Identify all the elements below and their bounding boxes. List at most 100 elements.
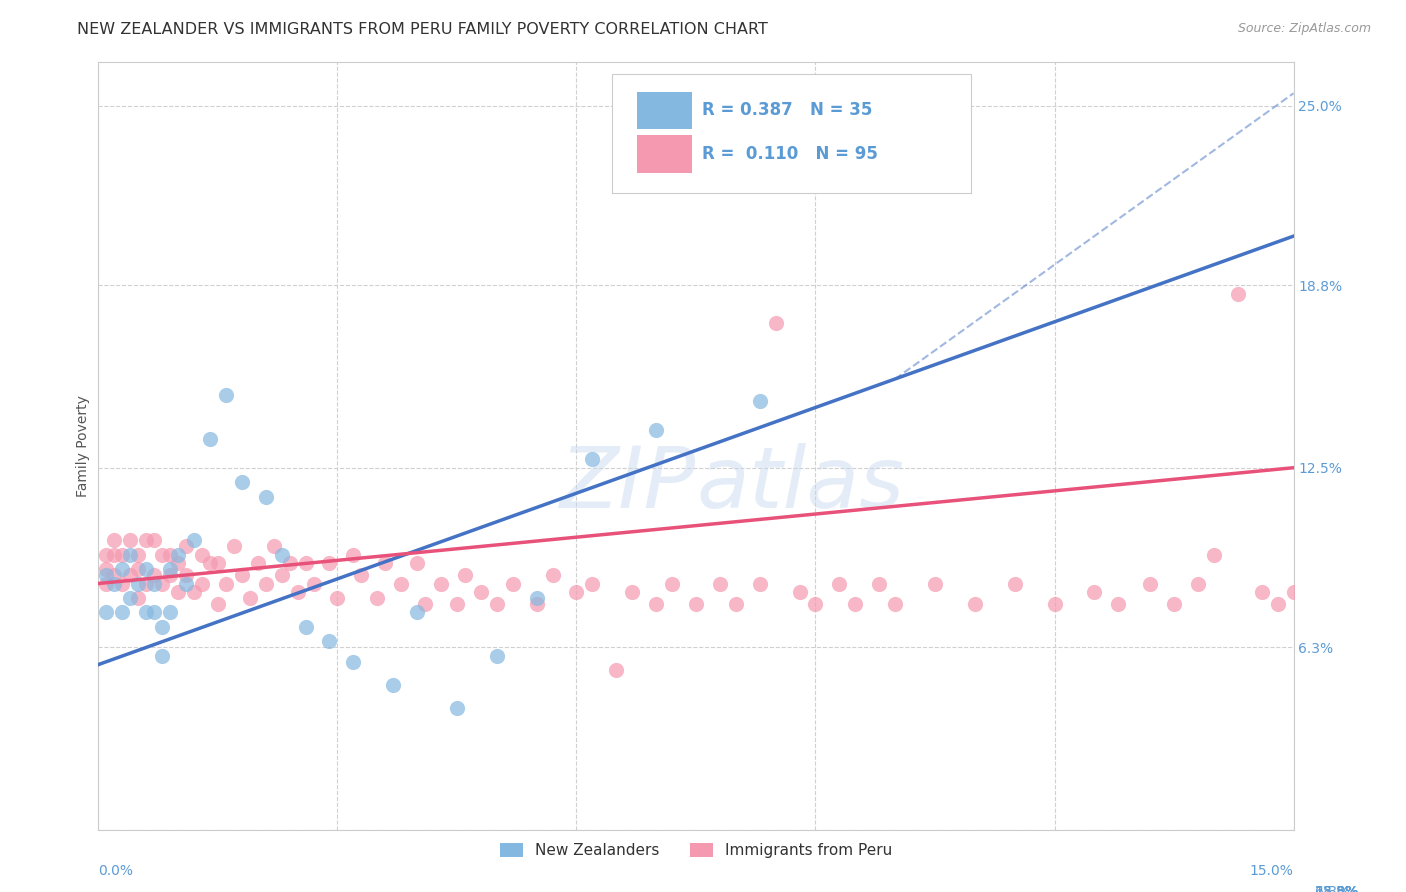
Point <box>96 576 118 591</box>
Point <box>135 576 157 591</box>
Point <box>96 567 118 582</box>
Point <box>342 548 364 562</box>
Point <box>239 591 262 605</box>
Point <box>127 576 149 591</box>
Point <box>215 576 238 591</box>
Point <box>605 664 627 678</box>
Point <box>103 533 125 547</box>
Point <box>270 567 292 582</box>
Text: atlas: atlas <box>696 442 904 526</box>
Point <box>174 567 197 582</box>
Point <box>1107 597 1129 611</box>
Point <box>541 567 564 582</box>
Point <box>621 585 644 599</box>
FancyBboxPatch shape <box>637 92 692 129</box>
Point <box>127 562 149 576</box>
Point <box>302 576 325 591</box>
Point <box>565 585 588 599</box>
Text: 15.0%: 15.0% <box>1250 864 1294 879</box>
Point <box>645 597 668 611</box>
Point <box>1250 585 1272 599</box>
Point <box>96 562 118 576</box>
Point <box>270 548 292 562</box>
Point <box>174 576 197 591</box>
Point <box>167 548 190 562</box>
Point <box>389 576 412 591</box>
Point <box>174 539 197 553</box>
Point <box>828 576 851 591</box>
Point <box>207 597 229 611</box>
Point <box>135 606 157 620</box>
Point <box>143 567 166 582</box>
Point <box>413 597 436 611</box>
Point <box>454 567 477 582</box>
Point <box>198 432 221 446</box>
Point <box>485 597 508 611</box>
Point <box>150 548 173 562</box>
Point <box>111 576 134 591</box>
Point <box>342 655 364 669</box>
Point <box>581 576 603 591</box>
Point <box>127 548 149 562</box>
Point <box>1043 597 1066 611</box>
Point <box>294 556 316 570</box>
Point <box>1187 576 1209 591</box>
Point <box>526 591 548 605</box>
Point <box>366 591 388 605</box>
Text: 25.0%: 25.0% <box>1315 885 1358 892</box>
Point <box>868 576 890 591</box>
Point <box>406 606 429 620</box>
Point <box>446 701 468 715</box>
FancyBboxPatch shape <box>613 74 972 193</box>
Point <box>150 648 173 663</box>
Point <box>1202 548 1225 562</box>
Point <box>430 576 453 591</box>
Text: 12.5%: 12.5% <box>1315 885 1358 892</box>
Text: 6.3%: 6.3% <box>1315 885 1350 892</box>
Point <box>127 591 149 605</box>
Legend: New Zealanders, Immigrants from Peru: New Zealanders, Immigrants from Peru <box>494 837 898 864</box>
Point <box>159 562 181 576</box>
Text: R = 0.387   N = 35: R = 0.387 N = 35 <box>702 101 872 119</box>
Point <box>263 539 285 553</box>
Point <box>159 548 181 562</box>
Point <box>287 585 309 599</box>
Point <box>526 597 548 611</box>
Point <box>111 548 134 562</box>
Point <box>804 597 827 611</box>
Point <box>924 576 946 591</box>
Point <box>485 648 508 663</box>
Point <box>765 316 787 330</box>
Point <box>406 556 429 570</box>
Point <box>231 567 253 582</box>
Text: 18.8%: 18.8% <box>1315 885 1358 892</box>
Point <box>111 562 134 576</box>
Point <box>661 576 683 591</box>
Text: NEW ZEALANDER VS IMMIGRANTS FROM PERU FAMILY POVERTY CORRELATION CHART: NEW ZEALANDER VS IMMIGRANTS FROM PERU FA… <box>77 22 768 37</box>
Point <box>1163 597 1185 611</box>
Point <box>884 597 907 611</box>
Point <box>254 490 277 504</box>
Point <box>963 597 986 611</box>
Point <box>191 548 214 562</box>
Point <box>724 597 747 611</box>
Point <box>294 620 316 634</box>
Point <box>1226 287 1249 301</box>
Point <box>645 423 668 437</box>
Point <box>198 556 221 570</box>
Point <box>120 567 142 582</box>
Point <box>470 585 492 599</box>
Point <box>120 533 142 547</box>
Point <box>502 576 524 591</box>
Point <box>1267 597 1289 611</box>
Point <box>103 548 125 562</box>
Point <box>96 548 118 562</box>
Point <box>1282 585 1305 599</box>
Point <box>1362 460 1385 475</box>
Point <box>150 576 173 591</box>
Point <box>1322 585 1344 599</box>
Point <box>318 556 340 570</box>
Point <box>748 576 770 591</box>
Point <box>103 576 125 591</box>
Point <box>278 556 301 570</box>
